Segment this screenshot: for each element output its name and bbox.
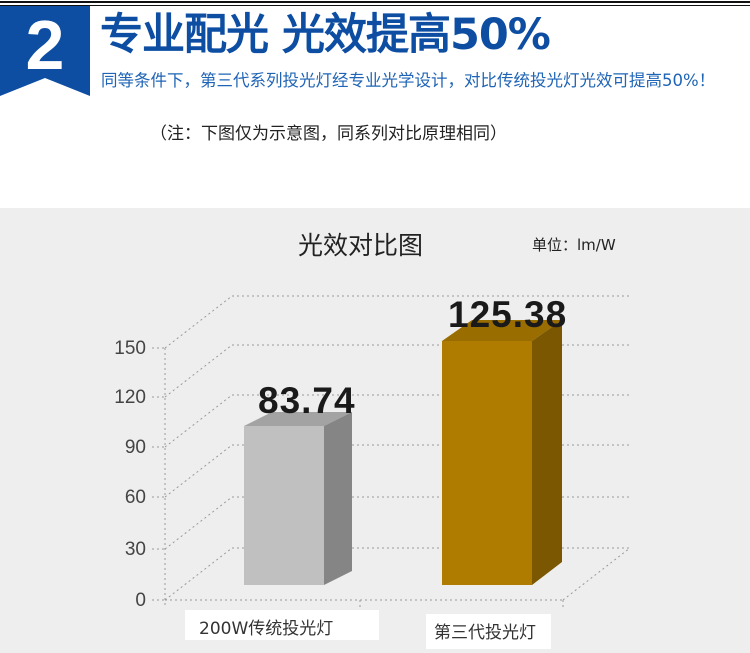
- section-number: 2: [25, 6, 65, 84]
- x-category-label: 200W传统投光灯: [185, 610, 379, 640]
- bar-third-gen: [442, 320, 562, 585]
- subtitle-text: 同等条件下，第三代系列投光灯经专业光学设计，对比传统投光灯光效可提高50%！: [101, 71, 716, 90]
- bar-200w-traditional: [244, 412, 352, 585]
- bar-value-label: 83.74: [258, 380, 356, 421]
- section-number-badge: 2: [0, 6, 90, 96]
- y-tick-90: 90: [124, 437, 146, 458]
- ribbon-icon: [0, 6, 90, 96]
- note-text: （注：下图仅为示意图，同系列对比原理相同）: [150, 124, 507, 144]
- y-tick-120: 120: [114, 387, 146, 408]
- top-border-line-thin: [0, 5, 750, 6]
- y-tick-0: 0: [135, 590, 146, 611]
- y-tick-60: 60: [124, 487, 146, 508]
- chart-title: 光效对比图: [298, 231, 424, 260]
- chart-unit-label: 单位：lm/W: [532, 236, 616, 254]
- page-title: 专业配光 光效提高50%: [100, 10, 551, 60]
- bar-value-label: 125.38: [448, 294, 568, 335]
- x-category-label: 第三代投光灯: [426, 614, 551, 649]
- grid-lines: [152, 295, 631, 608]
- chart-panel: [0, 208, 750, 653]
- top-border-line: [0, 1, 750, 3]
- y-tick-30: 30: [124, 539, 146, 560]
- y-tick-150: 150: [114, 338, 146, 359]
